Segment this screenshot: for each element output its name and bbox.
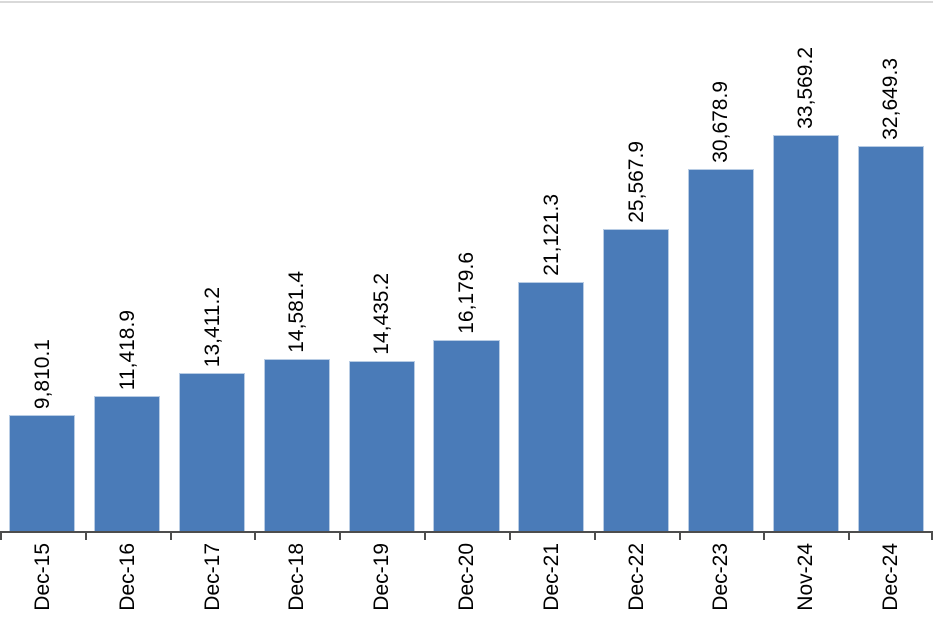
- x-axis: Dec-15 Dec-16 Dec-17 Dec-18 Dec-19 Dec-20 Dec-…: [0, 533, 933, 627]
- x-axis-label-cell: Dec-19: [339, 543, 424, 611]
- bar-column: 21,121.3: [509, 0, 594, 531]
- x-axis-label: Dec-24: [879, 543, 903, 611]
- bar-column: 14,581.4: [254, 0, 339, 531]
- bar-value-label-wrap: 16,179.6: [424, 252, 509, 334]
- x-axis-label-cell: Dec-15: [0, 543, 85, 611]
- bar-value-label: 13,411.2: [200, 286, 224, 367]
- bar: [94, 396, 161, 531]
- x-axis-label: Dec-21: [539, 543, 563, 611]
- x-axis-tick: [0, 533, 2, 540]
- bar: [603, 229, 670, 531]
- bar-column: 32,649.3: [848, 0, 933, 531]
- x-axis-label-cell: Dec-21: [509, 543, 594, 611]
- x-axis-label: Dec-19: [370, 543, 394, 611]
- bar-value-label: 9,810.1: [30, 338, 54, 409]
- bar-column: 13,411.2: [170, 0, 255, 531]
- bar-value-label-wrap: 33,569.2: [763, 47, 848, 129]
- x-axis-label-cell: Nov-24: [763, 543, 848, 611]
- bar-value-label: 16,179.6: [454, 252, 478, 334]
- bar: [178, 373, 246, 531]
- x-axis-label: Dec-20: [454, 543, 478, 611]
- bar-value-label: 25,567.9: [624, 141, 648, 223]
- bar: [348, 361, 415, 531]
- x-axis-label-cell: Dec-18: [254, 543, 339, 611]
- x-axis-label: Dec-17: [200, 543, 224, 611]
- x-axis-tick: [594, 533, 596, 540]
- x-axis-label: Dec-23: [709, 543, 733, 611]
- bar-value-label: 33,569.2: [794, 47, 818, 129]
- bar-value-label-wrap: 30,678.9: [679, 81, 764, 163]
- bar-value-label-wrap: 11,418.9: [85, 310, 170, 390]
- bar: [433, 340, 500, 531]
- bar-value-label-wrap: 25,567.9: [594, 141, 679, 223]
- bar-value-label-wrap: 9,810.1: [0, 339, 85, 409]
- bar-value-label-wrap: 14,435.2: [339, 273, 424, 355]
- bar: [857, 146, 924, 531]
- bar-value-label: 11,418.9: [115, 309, 139, 390]
- bar-column: 11,418.9: [85, 0, 170, 531]
- x-axis-tick: [763, 533, 765, 540]
- x-axis-tick: [848, 533, 850, 540]
- bar-value-label: 21,121.3: [539, 194, 563, 276]
- plot-area: 9,810.1 11,418.9 13,411.2 14,581.4 14,435.2 1…: [0, 0, 933, 533]
- bar: [687, 169, 754, 531]
- bar-value-label: 30,678.9: [709, 81, 733, 163]
- bar-value-label-wrap: 14,581.4: [254, 271, 339, 353]
- x-axis-tick: [509, 533, 511, 540]
- bar-value-label-wrap: 32,649.3: [848, 58, 933, 140]
- x-axis-label-cell: Dec-17: [170, 543, 255, 611]
- x-axis-label: Dec-15: [30, 543, 54, 611]
- chart-top-border: [0, 1, 933, 3]
- x-axis-tick: [85, 533, 87, 540]
- x-axis-label-cell: Dec-22: [594, 543, 679, 611]
- bar-value-label-wrap: 13,411.2: [170, 287, 255, 367]
- bar-column: 16,179.6: [424, 0, 509, 531]
- bar-value-label: 14,581.4: [285, 271, 309, 353]
- x-axis-label-cell: Dec-24: [848, 543, 933, 611]
- x-axis-tick: [170, 533, 172, 540]
- x-axis-tick: [339, 533, 341, 540]
- bar-column: 9,810.1: [0, 0, 85, 531]
- x-axis-label: Nov-24: [794, 543, 818, 611]
- bar: [9, 415, 76, 531]
- bar-column: 14,435.2: [339, 0, 424, 531]
- x-axis-tick: [254, 533, 256, 540]
- x-axis-tick: [424, 533, 426, 540]
- bar: [263, 359, 330, 531]
- bar: [772, 135, 839, 531]
- x-axis-label: Dec-16: [115, 543, 139, 611]
- x-axis-label-cell: Dec-20: [424, 543, 509, 611]
- x-axis-label: Dec-22: [624, 543, 648, 611]
- bar-value-label: 14,435.2: [370, 273, 394, 355]
- x-axis-label: Dec-18: [285, 543, 309, 611]
- bar-column: 33,569.2: [763, 0, 848, 531]
- bar: [518, 282, 585, 531]
- bar-value-label: 32,649.3: [879, 58, 903, 140]
- x-axis-tick: [931, 533, 933, 540]
- bar-column: 30,678.9: [679, 0, 764, 531]
- bar-value-label-wrap: 21,121.3: [509, 194, 594, 276]
- x-axis-label-cell: Dec-23: [679, 543, 764, 611]
- x-axis-label-cell: Dec-16: [85, 543, 170, 611]
- bar-column: 25,567.9: [594, 0, 679, 531]
- x-axis-tick: [679, 533, 681, 540]
